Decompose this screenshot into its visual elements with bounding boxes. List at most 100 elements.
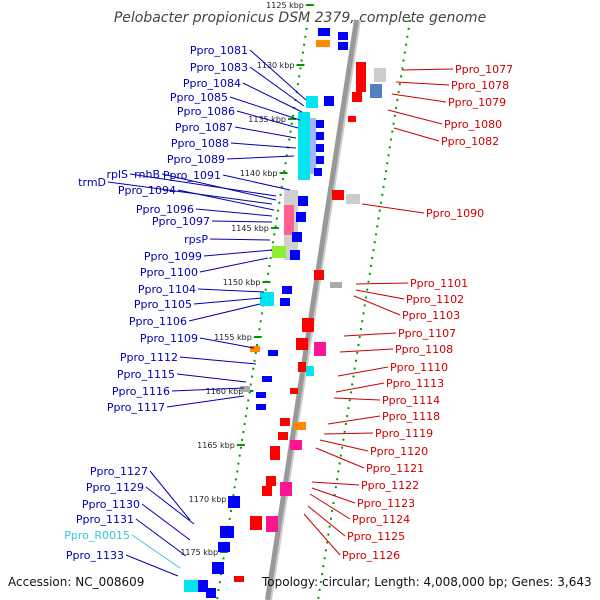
gene-feature (256, 392, 266, 398)
leader-line (197, 288, 265, 293)
gene-label[interactable]: Ppro_1102 (406, 293, 464, 306)
gene-label[interactable]: Ppro_1133 (66, 549, 124, 562)
right-gene-labels: Ppro_1077 Ppro_1078 Ppro_1079 Ppro_1080 Ppro… (303, 63, 513, 562)
kbp-tick-label: 1175 kbp (180, 548, 218, 557)
leader-line (323, 432, 374, 435)
leader-line (319, 439, 369, 452)
leader-line (361, 203, 425, 214)
gene-label[interactable]: Ppro_1096 (136, 203, 194, 216)
gene-label[interactable]: Ppro_1086 (177, 105, 235, 118)
gene-feature (296, 212, 306, 222)
gene-label[interactable]: Ppro_1104 (138, 283, 196, 296)
kbp-tick-label: 1165 kbp (197, 441, 235, 450)
leader-line (303, 513, 341, 556)
gene-label[interactable]: Ppro_1079 (448, 96, 506, 109)
gene-label[interactable]: Ppro_1089 (167, 153, 225, 166)
gene-label[interactable]: Ppro_1131 (76, 513, 134, 526)
gene-label[interactable]: Ppro_1113 (386, 377, 444, 390)
gene-label[interactable]: Ppro_1114 (382, 394, 440, 407)
gene-label[interactable]: Ppro_1080 (444, 118, 502, 131)
gene-feature (278, 432, 288, 440)
leader-line (327, 415, 381, 425)
gene-label[interactable]: Ppro_1124 (352, 513, 410, 526)
gene-feature (284, 205, 294, 235)
gene-label[interactable]: Ppro_1126 (342, 549, 400, 562)
leader-line (145, 486, 195, 525)
gene-label[interactable]: Ppro_1082 (441, 135, 499, 148)
gene-label[interactable]: Ppro_1097 (152, 215, 210, 228)
leader-line (401, 68, 454, 71)
leader-line (311, 481, 360, 486)
gene-label[interactable]: Ppro_1077 (455, 63, 513, 76)
gene-feature (266, 476, 276, 486)
gene-label[interactable]: Ppro_1083 (190, 61, 248, 74)
gene-label[interactable]: Ppro_1107 (398, 327, 456, 340)
leader-line (315, 447, 365, 469)
gene-label[interactable]: Ppro_1084 (183, 77, 241, 90)
gene-label[interactable]: Ppro_1118 (382, 410, 440, 423)
gene-feature (338, 42, 348, 50)
kbp-tick-label: 1125 kbp (266, 1, 304, 10)
gene-label[interactable]: trmD (78, 176, 106, 189)
gene-label[interactable]: Ppro_1088 (171, 137, 229, 150)
gene-label[interactable]: Ppro_1105 (134, 298, 192, 311)
gene-label[interactable]: Ppro_1116 (112, 385, 170, 398)
gene-label[interactable]: Ppro_1127 (90, 465, 148, 478)
gene-feature (370, 84, 382, 98)
gene-label[interactable]: rplS (106, 168, 128, 181)
gene-feature (184, 580, 198, 592)
leader-line (179, 356, 257, 365)
gene-feature (314, 270, 324, 280)
gene-label[interactable]: Ppro_1099 (144, 250, 202, 263)
gene-label[interactable]: Ppro_1122 (361, 479, 419, 492)
gene-label[interactable]: Ppro_1094 (118, 184, 176, 197)
leader-line (203, 249, 273, 257)
gene-feature (314, 342, 326, 356)
gene-feature (234, 576, 244, 582)
gene-label[interactable]: Ppro_1106 (129, 315, 187, 328)
gene-label[interactable]: Ppro_1087 (175, 121, 233, 134)
gene-label[interactable]: Ppro_1123 (357, 497, 415, 510)
gene-label[interactable]: Ppro_1125 (347, 530, 405, 543)
gene-label[interactable]: Ppro_1117 (107, 401, 165, 414)
leader-line (177, 189, 275, 211)
gene-feature (352, 92, 362, 102)
gene-label[interactable]: Ppro_1103 (402, 309, 460, 322)
leader-line (343, 332, 397, 337)
kbp-tick-label: 1155 kbp (214, 333, 252, 342)
gene-label[interactable]: Ppro_1081 (190, 44, 248, 57)
gene-feature (206, 588, 216, 598)
gene-feature (260, 292, 274, 306)
gene-label[interactable]: Ppro_R0015 (64, 529, 130, 542)
gene-label[interactable]: Ppro_1109 (140, 332, 198, 345)
gene-feature (290, 250, 300, 260)
gene-label[interactable]: Ppro_1101 (410, 277, 468, 290)
gene-label[interactable]: Ppro_1112 (120, 351, 178, 364)
gene-label[interactable]: Ppro_1078 (451, 79, 509, 92)
leader-line (199, 257, 269, 273)
gene-label[interactable]: Ppro_1121 (366, 462, 424, 475)
gene-label[interactable]: Ppro_1100 (140, 266, 198, 279)
gene-label[interactable]: Ppro_1120 (370, 445, 428, 458)
gene-feature (324, 96, 334, 106)
gene-label[interactable]: rnhB (134, 168, 160, 181)
left-gene-labels: Ppro_1081Ppro_1083Ppro_1084Ppro_1085Ppro… (64, 44, 307, 577)
gene-feature (294, 422, 306, 430)
leader-line (391, 93, 447, 103)
gene-label[interactable]: Ppro_1090 (426, 207, 484, 220)
gene-label[interactable]: Ppro_1119 (375, 427, 433, 440)
gene-label[interactable]: Ppro_1115 (117, 368, 175, 381)
gene-label[interactable]: Ppro_1130 (82, 498, 140, 511)
gene-label[interactable]: rpsP (184, 233, 208, 246)
leader-line (337, 366, 389, 377)
gene-label[interactable]: Ppro_1085 (170, 91, 228, 104)
gene-feature (290, 388, 298, 394)
gene-feature (198, 580, 208, 592)
gene-label[interactable]: Ppro_1108 (395, 343, 453, 356)
gene-label[interactable]: Ppro_1129 (86, 481, 144, 494)
gene-label[interactable]: Ppro_1091 (163, 169, 221, 182)
gene-label[interactable]: Ppro_1110 (390, 361, 448, 374)
leader-line (249, 49, 307, 101)
leader-line (125, 554, 179, 577)
